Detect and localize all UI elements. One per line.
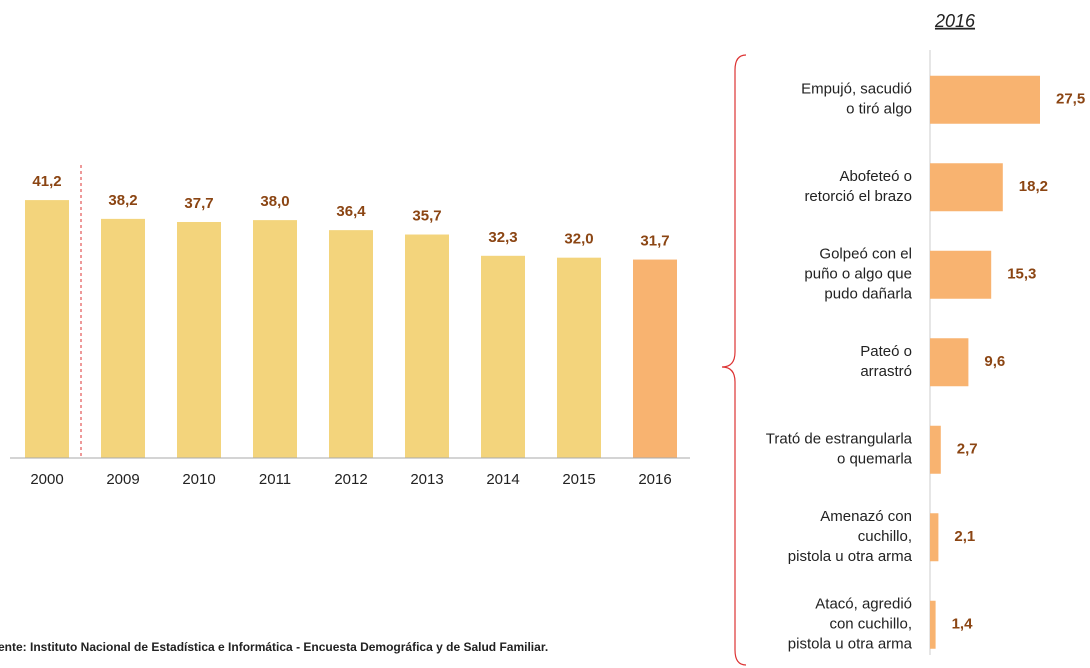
- bar: [930, 513, 939, 562]
- value-label: 38,0: [260, 193, 289, 210]
- bar: [930, 250, 992, 299]
- y-tick-label: puño o algo que: [804, 266, 912, 283]
- bar: [253, 220, 297, 458]
- value-label: 31,7: [640, 233, 669, 250]
- bar: [633, 259, 677, 458]
- x-tick-label: 2000: [30, 471, 63, 488]
- value-label: 15,3: [1007, 266, 1036, 283]
- bar: [101, 218, 145, 458]
- y-tick-label: Amenazó con: [820, 508, 912, 525]
- bar: [930, 75, 1040, 124]
- bar: [329, 230, 373, 458]
- y-tick-label: Golpeó con el: [819, 246, 912, 263]
- bracket: [721, 54, 747, 666]
- y-tick-label: Abofeteó o: [839, 168, 912, 185]
- x-tick-label: 2010: [182, 471, 215, 488]
- bar: [177, 221, 221, 458]
- bar: [930, 163, 1003, 212]
- x-tick-label: 2012: [334, 471, 367, 488]
- bar: [930, 600, 936, 649]
- value-label: 18,2: [1019, 178, 1048, 195]
- bar: [481, 255, 525, 458]
- y-tick-label: con cuchillo,: [829, 616, 912, 633]
- y-tick-label: cuchillo,: [858, 528, 912, 545]
- y-tick-label: o tiró algo: [846, 101, 912, 118]
- x-tick-label: 2015: [562, 471, 595, 488]
- y-tick-label: Pateó o: [860, 343, 912, 360]
- value-label: 37,7: [184, 195, 213, 212]
- source: ente: Instituto Nacional de Estadística …: [0, 640, 548, 654]
- value-label: 41,2: [32, 173, 61, 190]
- y-tick-label: Trató de estrangularla: [766, 431, 913, 448]
- y-tick-label: Atacó, agredió: [815, 596, 912, 613]
- y-tick-label: pistola u otra arma: [788, 548, 913, 565]
- value-label: 38,2: [108, 192, 137, 209]
- bar: [930, 338, 969, 387]
- value-label: 27,5: [1056, 91, 1085, 108]
- value-label: 35,7: [412, 207, 441, 224]
- y-tick-label: pistola u otra arma: [788, 636, 913, 653]
- y-tick-label: arrastró: [860, 363, 912, 380]
- y-tick-label: o quemarla: [837, 451, 913, 468]
- bar: [930, 425, 941, 474]
- value-label: 32,0: [564, 231, 593, 248]
- x-tick-label: 2011: [259, 471, 291, 488]
- x-tick-label: 2013: [410, 471, 443, 488]
- value-label: 1,4: [952, 616, 974, 633]
- value-label: 2,7: [957, 441, 978, 458]
- y-tick-label: retorció el brazo: [804, 188, 912, 205]
- bar: [405, 234, 449, 458]
- value-label: 36,4: [336, 203, 366, 220]
- x-tick-label: 2014: [486, 471, 519, 488]
- bar: [25, 200, 69, 458]
- value-label: 2,1: [954, 528, 975, 545]
- value-label: 9,6: [984, 353, 1005, 370]
- x-tick-label: 2009: [106, 471, 139, 488]
- y-tick-label: Empujó, sacudió: [801, 81, 912, 98]
- value-label: 32,3: [488, 229, 517, 246]
- bar: [557, 257, 601, 458]
- hbar-title: 2016: [934, 11, 976, 31]
- x-tick-label: 2016: [638, 471, 671, 488]
- y-tick-label: pudo dañarla: [824, 286, 912, 303]
